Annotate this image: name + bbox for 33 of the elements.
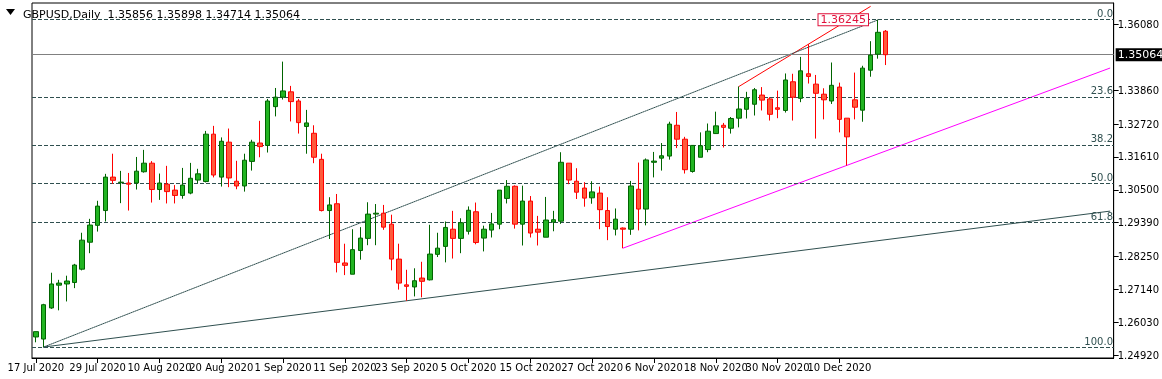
- y-tick-label: 1.36080: [1117, 19, 1160, 31]
- x-tick-label: 6 Nov 2020: [625, 361, 683, 373]
- x-tick-label: 29 Jul 2020: [69, 361, 126, 373]
- x-tick-label: 30 Nov 2020: [745, 361, 810, 373]
- annotation: 0.0: [1097, 8, 1113, 20]
- annotation: 61.8: [1090, 210, 1113, 222]
- annotation: 50.0: [1090, 171, 1113, 183]
- y-tick-label: 1.33860: [1117, 84, 1160, 96]
- y-tick-label: 1.24920: [1117, 349, 1160, 361]
- y-tick-label: 1.28250: [1117, 250, 1160, 262]
- annotation: 1.36245: [820, 13, 866, 27]
- ref-line-label: 1.35064: [1117, 48, 1162, 62]
- text: GBPUSD,Daily 1.35856 1.35898 1.34714 1.35064: [23, 8, 300, 21]
- y-tick-label: 1.27140: [1117, 283, 1160, 295]
- x-tick-label: 20 Aug 2020: [189, 361, 254, 373]
- x-tick-label: 23 Sep 2020: [375, 361, 439, 373]
- y-tick-label: 1.29390: [1117, 217, 1160, 229]
- y-tick-label: 1.32720: [1117, 118, 1160, 130]
- y-tick-label: 1.31610: [1117, 151, 1160, 163]
- annotation: 23.6: [1090, 85, 1113, 97]
- x-tick-label: 1 Sep 2020: [254, 361, 312, 373]
- x-tick-label: 18 Nov 2020: [683, 361, 748, 373]
- x-tick-label: 17 Jul 2020: [7, 361, 65, 373]
- x-tick-label: 11 Sep 2020: [313, 361, 377, 373]
- annotation: 38.2: [1090, 133, 1113, 145]
- y-tick-label: 1.26030: [1117, 316, 1160, 328]
- y-tick-label: 1.30500: [1117, 184, 1160, 196]
- x-tick-label: 10 Aug 2020: [127, 361, 192, 373]
- x-tick-label: 15 Oct 2020: [499, 361, 562, 373]
- x-tick-label: 27 Oct 2020: [561, 361, 624, 373]
- annotation: 100.0: [1084, 335, 1113, 347]
- x-tick-label: 5 Oct 2020: [440, 361, 497, 373]
- x-tick-label: 10 Dec 2020: [807, 361, 872, 373]
